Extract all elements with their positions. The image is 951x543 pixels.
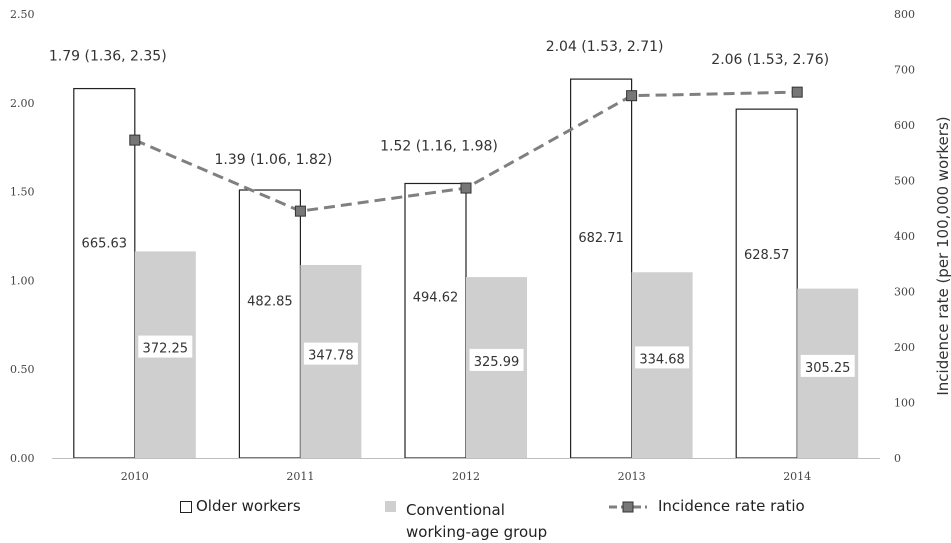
data-label-older-workers: 665.63 bbox=[82, 236, 128, 251]
data-label-box-conventional bbox=[138, 335, 193, 358]
marker-incidence-rate-ratio bbox=[791, 86, 803, 98]
y-left-tick-label: 2.50 bbox=[10, 8, 35, 21]
bar-older-workers bbox=[735, 108, 798, 459]
legend-label-incidence-rate-ratio: Incidence rate ratio bbox=[658, 497, 805, 515]
y-right-tick-label: 600 bbox=[894, 119, 915, 132]
x-tick-label: 2011 bbox=[286, 470, 314, 483]
x-tick-label: 2010 bbox=[121, 470, 149, 483]
data-label-box-conventional bbox=[469, 348, 524, 371]
x-tick-label: 2013 bbox=[618, 470, 646, 483]
bar-older-workers bbox=[73, 87, 136, 459]
y-left-tick-label: 0.00 bbox=[10, 452, 35, 465]
data-label-incidence-rate-ratio: 1.52 (1.16, 1.98) bbox=[380, 138, 498, 154]
y-right-axis-title: Incidence rate (per 100,000 workers) bbox=[934, 116, 951, 395]
legend: Older workers Conventional working-age g… bbox=[180, 496, 880, 543]
legend-swatch-older-workers bbox=[180, 501, 192, 513]
bar-older-workers bbox=[404, 182, 467, 459]
y-left-tick-label: 0.50 bbox=[10, 363, 35, 376]
data-label-box-conventional bbox=[800, 354, 855, 377]
marker-incidence-rate-ratio bbox=[129, 134, 141, 146]
data-label-older-workers: 494.62 bbox=[413, 291, 459, 306]
legend-label-conventional-line-1: Conventional bbox=[406, 501, 505, 519]
data-label-incidence-rate-ratio: 1.39 (1.06, 1.82) bbox=[215, 152, 333, 168]
marker-incidence-rate-ratio bbox=[626, 90, 638, 102]
data-label-incidence-rate-ratio: 2.04 (1.53, 2.71) bbox=[546, 39, 664, 55]
y-right-tick-label: 500 bbox=[894, 175, 915, 188]
x-tick-label: 2014 bbox=[783, 470, 811, 483]
data-label-conventional: 334.68 bbox=[639, 352, 685, 367]
y-right-tick-label: 800 bbox=[894, 8, 915, 21]
bar-older-workers bbox=[569, 78, 633, 459]
data-label-conventional: 372.25 bbox=[143, 342, 189, 357]
x-tick-label: 2012 bbox=[452, 470, 480, 483]
legend-label-older-workers: Older workers bbox=[196, 497, 301, 515]
y-left-tick-label: 1.00 bbox=[10, 274, 35, 287]
y-right-tick-label: 0 bbox=[894, 452, 901, 465]
data-label-older-workers: 682.71 bbox=[578, 231, 624, 246]
y-right-tick-label: 200 bbox=[894, 341, 915, 354]
data-label-incidence-rate-ratio: 1.79 (1.36, 2.35) bbox=[49, 49, 167, 65]
y-right-tick-label: 700 bbox=[894, 64, 915, 77]
bar-older-workers bbox=[238, 189, 301, 459]
legend-label-conventional-line-2: working-age group bbox=[406, 523, 548, 541]
data-label-conventional: 325.99 bbox=[474, 355, 520, 370]
legend-swatch-incidence-rate-ratio bbox=[609, 501, 647, 513]
y-right-tick-label: 300 bbox=[894, 286, 915, 299]
data-label-box-conventional bbox=[635, 346, 690, 369]
data-label-box-conventional bbox=[303, 342, 358, 365]
data-label-conventional: 347.78 bbox=[308, 349, 354, 364]
marker-incidence-rate-ratio bbox=[460, 182, 472, 194]
marker-incidence-rate-ratio bbox=[294, 205, 306, 217]
y-right-tick-label: 100 bbox=[894, 397, 915, 410]
data-label-conventional: 305.25 bbox=[805, 361, 851, 376]
y-right-tick-label: 400 bbox=[894, 230, 915, 243]
y-left-tick-label: 1.50 bbox=[10, 186, 35, 199]
data-label-incidence-rate-ratio: 2.06 (1.53, 2.76) bbox=[711, 52, 829, 68]
data-label-older-workers: 482.85 bbox=[247, 294, 293, 309]
legend-swatch-conventional-group bbox=[385, 501, 396, 512]
data-label-older-workers: 628.57 bbox=[744, 248, 790, 263]
y-left-tick-label: 2.00 bbox=[10, 97, 35, 110]
